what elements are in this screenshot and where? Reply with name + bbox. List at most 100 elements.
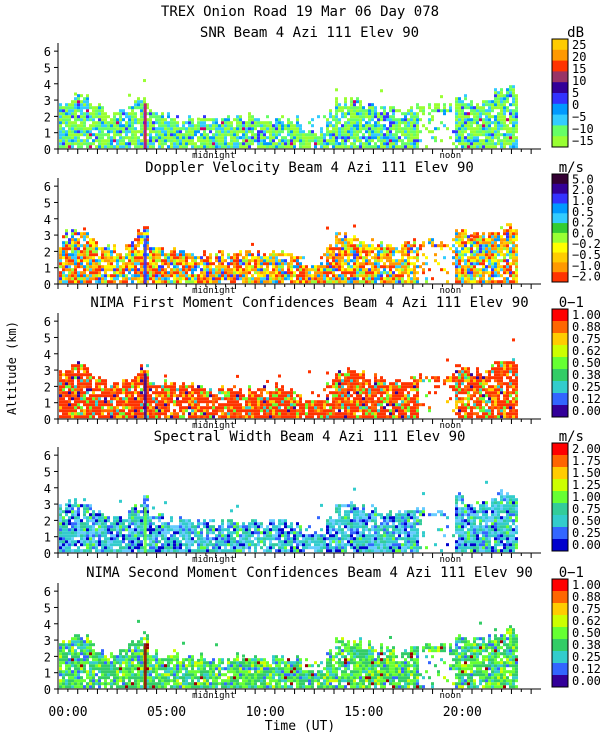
data-cell bbox=[191, 118, 194, 122]
data-cell bbox=[461, 100, 464, 104]
data-cell bbox=[329, 412, 332, 416]
data-cell bbox=[407, 403, 410, 407]
data-cell bbox=[260, 139, 263, 143]
data-cell bbox=[251, 391, 254, 395]
data-cell bbox=[311, 415, 314, 419]
data-cell bbox=[395, 130, 398, 134]
data-cell bbox=[299, 268, 302, 272]
data-cell bbox=[368, 130, 371, 134]
data-cell bbox=[500, 88, 503, 92]
data-cell bbox=[407, 268, 410, 272]
data-cell bbox=[68, 118, 71, 122]
data-cell bbox=[332, 400, 335, 404]
data-cell bbox=[131, 265, 134, 269]
data-cell bbox=[290, 394, 293, 398]
data-cell bbox=[512, 136, 515, 140]
data-cell bbox=[158, 415, 161, 419]
data-cell bbox=[101, 277, 104, 281]
data-cell bbox=[173, 382, 176, 386]
color-scale-label: −15 bbox=[572, 134, 594, 148]
data-cell bbox=[107, 256, 110, 260]
data-cell bbox=[338, 412, 341, 416]
data-cell bbox=[392, 382, 395, 386]
data-cell bbox=[320, 277, 323, 281]
data-cell bbox=[194, 406, 197, 410]
data-cell bbox=[341, 256, 344, 260]
data-cell bbox=[86, 379, 89, 383]
data-cell bbox=[71, 385, 74, 389]
data-cell bbox=[485, 391, 488, 395]
data-cell bbox=[140, 256, 143, 260]
data-cell bbox=[485, 370, 488, 374]
data-cell bbox=[62, 139, 65, 143]
data-cell bbox=[365, 115, 368, 119]
data-cell bbox=[116, 271, 119, 275]
data-cell bbox=[257, 280, 260, 284]
data-cell bbox=[455, 229, 458, 233]
data-cell bbox=[152, 280, 155, 284]
data-cell bbox=[332, 403, 335, 407]
data-cell bbox=[320, 271, 323, 275]
data-cell bbox=[62, 256, 65, 260]
data-cell bbox=[215, 271, 218, 275]
data-cell bbox=[254, 133, 257, 137]
data-cell bbox=[131, 112, 134, 116]
data-cell bbox=[335, 385, 338, 389]
data-cell bbox=[248, 265, 251, 269]
data-cell bbox=[74, 115, 77, 119]
data-cell bbox=[359, 391, 362, 395]
data-cell bbox=[239, 130, 242, 134]
data-cell bbox=[125, 412, 128, 416]
data-cell bbox=[212, 280, 215, 284]
data-cell bbox=[275, 265, 278, 269]
data-cell bbox=[167, 409, 170, 413]
data-cell bbox=[374, 247, 377, 251]
data-cell bbox=[92, 403, 95, 407]
data-cell bbox=[353, 124, 356, 128]
data-cell bbox=[488, 244, 491, 248]
data-cell bbox=[458, 235, 461, 239]
data-cell bbox=[425, 394, 428, 398]
data-cell bbox=[140, 250, 143, 254]
data-cell bbox=[227, 388, 230, 392]
data-cell bbox=[500, 100, 503, 104]
data-cell bbox=[137, 100, 140, 104]
data-cell bbox=[467, 103, 470, 107]
data-cell bbox=[350, 373, 353, 377]
data-cell bbox=[326, 409, 329, 413]
data-cell bbox=[152, 247, 155, 251]
data-cell bbox=[341, 379, 344, 383]
data-cell bbox=[197, 256, 200, 260]
data-cell bbox=[398, 409, 401, 413]
data-cell bbox=[410, 412, 413, 416]
data-cell bbox=[173, 277, 176, 281]
data-cell bbox=[263, 124, 266, 128]
data-cell bbox=[506, 118, 509, 122]
data-cell bbox=[377, 382, 380, 386]
data-cell bbox=[470, 118, 473, 122]
data-cell bbox=[494, 88, 497, 92]
data-cell bbox=[98, 106, 101, 110]
data-cell bbox=[473, 256, 476, 260]
data-cell bbox=[359, 244, 362, 248]
data-cell bbox=[401, 112, 404, 116]
color-scale-swatch bbox=[552, 183, 568, 195]
data-cell bbox=[341, 406, 344, 410]
data-cell bbox=[218, 274, 221, 278]
data-cell bbox=[92, 115, 95, 119]
data-cell bbox=[227, 415, 230, 419]
data-cell bbox=[422, 268, 425, 272]
panel-title: SNR Beam 4 Azi 111 Elev 90 bbox=[200, 25, 419, 41]
data-cell bbox=[206, 124, 209, 128]
data-cell bbox=[509, 115, 512, 119]
data-cell bbox=[80, 112, 83, 116]
data-cell bbox=[251, 259, 254, 263]
data-cell bbox=[461, 238, 464, 242]
color-scale-label: −0.5 bbox=[572, 248, 600, 262]
data-cell bbox=[509, 235, 512, 239]
data-cell bbox=[137, 118, 140, 122]
data-cell bbox=[425, 256, 428, 260]
data-cell bbox=[89, 112, 92, 116]
data-cell bbox=[416, 250, 419, 254]
data-cell bbox=[320, 406, 323, 410]
